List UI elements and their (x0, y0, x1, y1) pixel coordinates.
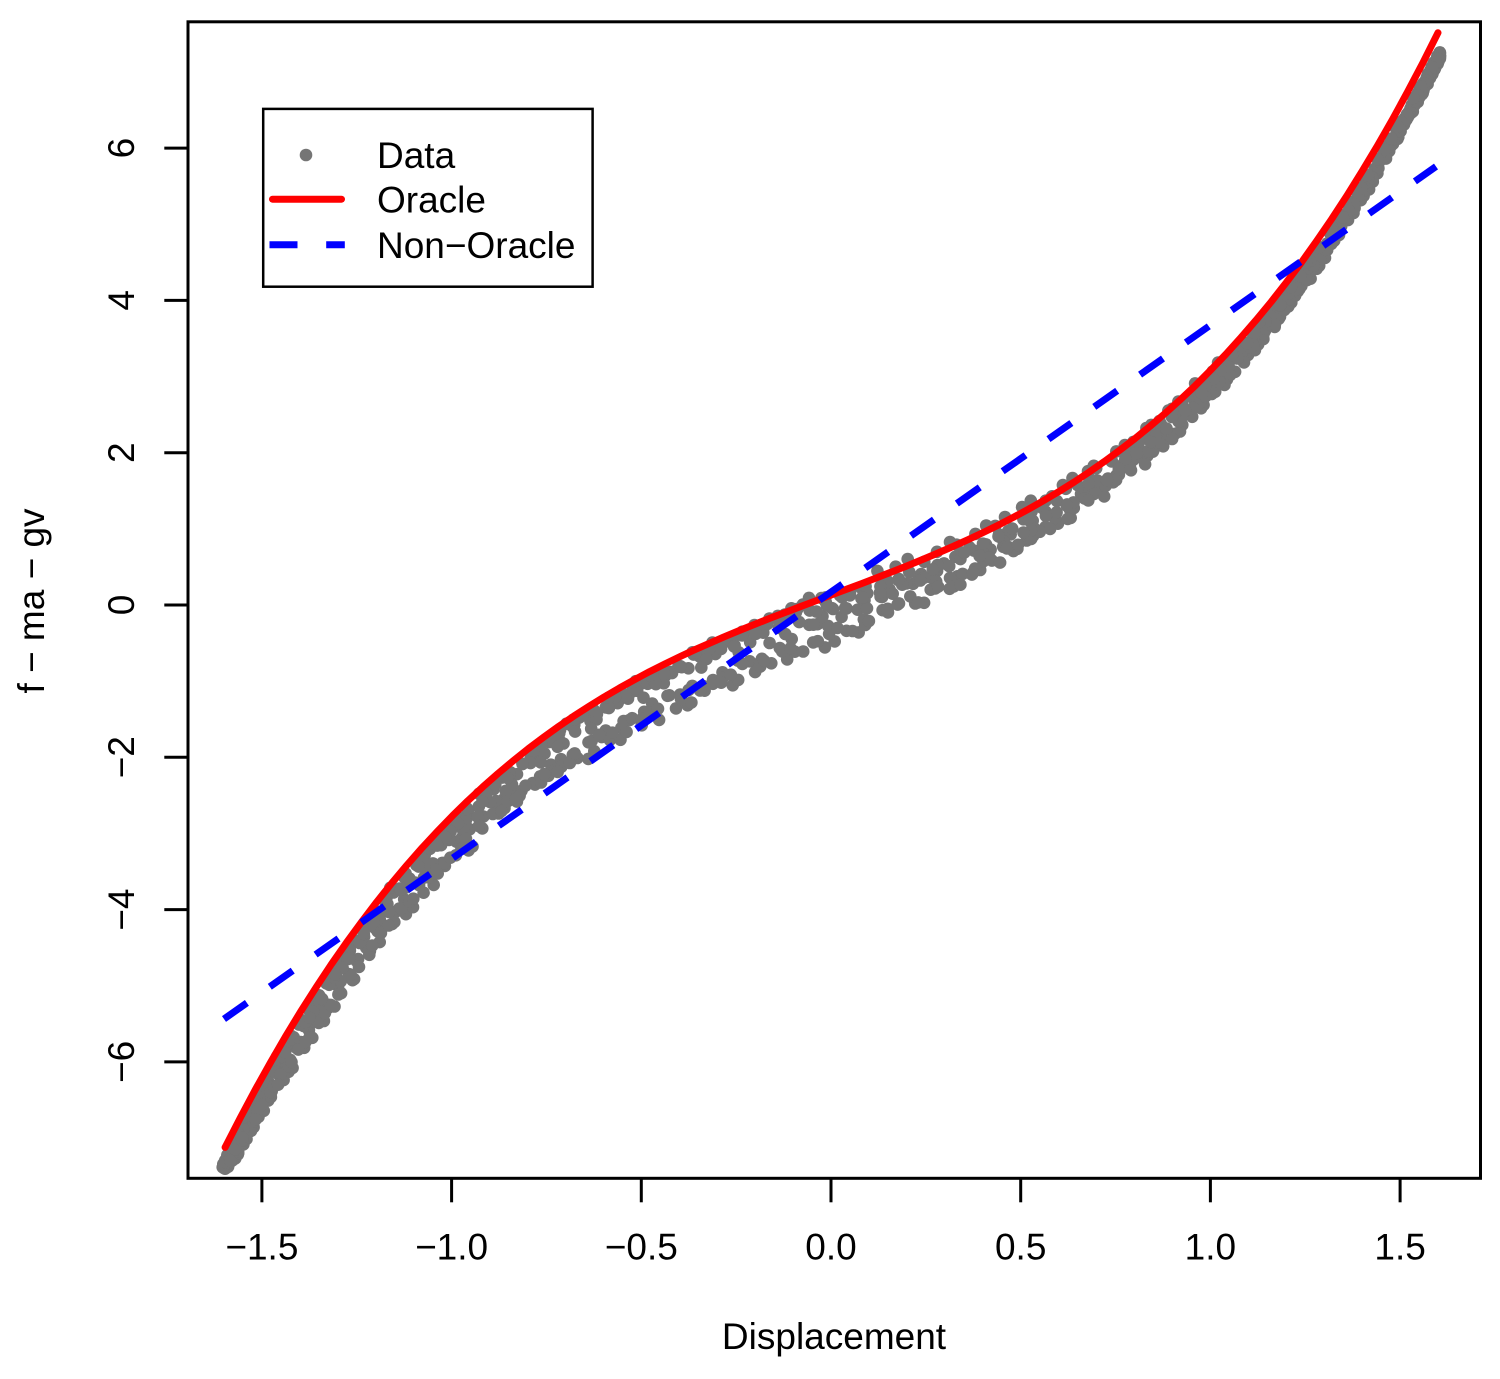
svg-text:f − ma − gv: f − ma − gv (11, 508, 52, 694)
svg-text:Displacement: Displacement (722, 1316, 947, 1357)
svg-text:0: 0 (101, 595, 142, 616)
svg-text:−4: −4 (101, 889, 142, 931)
svg-text:Non−Oracle: Non−Oracle (377, 225, 575, 266)
svg-text:−1.5: −1.5 (225, 1226, 298, 1267)
svg-text:6: 6 (101, 138, 142, 159)
svg-text:−6: −6 (101, 1041, 142, 1083)
svg-text:Data: Data (377, 135, 456, 176)
svg-text:−1.0: −1.0 (415, 1226, 488, 1267)
svg-text:−0.5: −0.5 (605, 1226, 678, 1267)
svg-text:Oracle: Oracle (377, 180, 486, 221)
svg-text:1.5: 1.5 (1374, 1226, 1425, 1267)
svg-text:4: 4 (101, 290, 142, 311)
svg-text:0.0: 0.0 (805, 1226, 856, 1267)
svg-text:0.5: 0.5 (995, 1226, 1046, 1267)
svg-text:1.0: 1.0 (1185, 1226, 1236, 1267)
svg-text:−2: −2 (101, 736, 142, 778)
svg-text:2: 2 (101, 442, 142, 463)
